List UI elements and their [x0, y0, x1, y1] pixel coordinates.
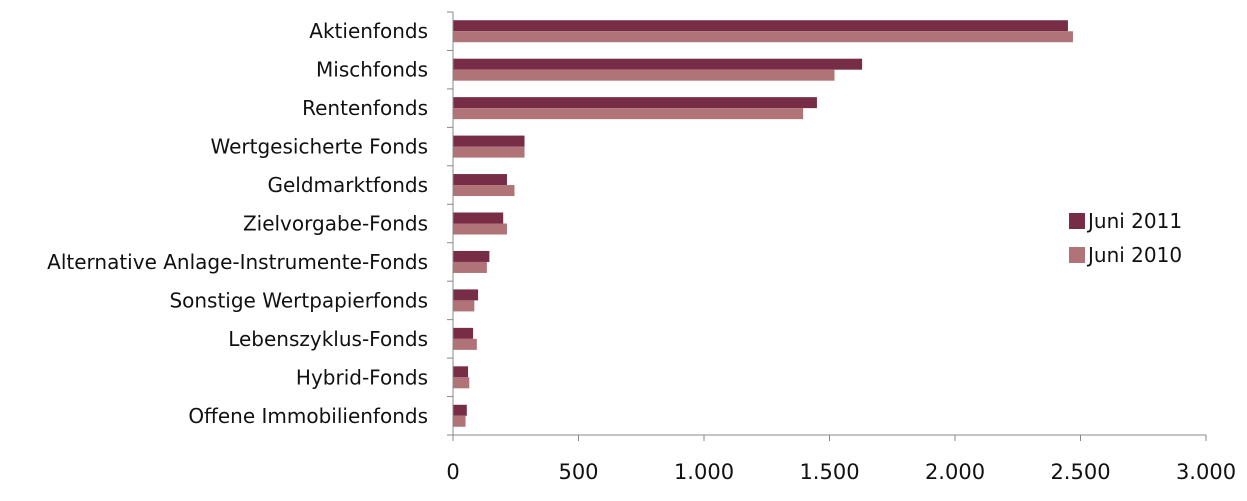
- legend-swatch: [1069, 213, 1085, 229]
- bar-series-1-geldmarktfonds: [453, 174, 507, 186]
- bar-series-1-mischfonds: [453, 58, 863, 70]
- bar-series-1-zielvorgabe-fonds: [453, 212, 504, 224]
- bar-series-2-offene-immobilienfonds: [453, 415, 466, 427]
- bar-series-1-lebenszyklus-fonds: [453, 327, 474, 339]
- bar-series-1-hybrid-fonds: [453, 366, 469, 378]
- bar-series-1-alternative-anlage-instrumente-fonds: [453, 250, 490, 262]
- bar-series-1-offene-immobilienfonds: [453, 404, 467, 416]
- x-tick-label: 2.000: [925, 460, 985, 484]
- x-tick-label: 500: [558, 460, 598, 484]
- bar-series-2-alternative-anlage-instrumente-fonds: [453, 261, 487, 273]
- x-tick-label: 3.000: [1176, 460, 1236, 484]
- x-tick-label: 1.500: [799, 460, 859, 484]
- legend: Juni 2011 Juni 2010: [1069, 209, 1182, 267]
- category-label: Aktienfonds: [309, 19, 428, 43]
- category-label: Hybrid-Fonds: [296, 365, 428, 389]
- bars-layer: [453, 20, 1073, 427]
- bar-series-2-rentenfonds: [453, 108, 804, 120]
- category-label: Wertgesicherte Fonds: [211, 135, 428, 159]
- category-label: Mischfonds: [316, 58, 428, 82]
- category-label: Alternative Anlage-Instrumente-Fonds: [47, 250, 428, 274]
- bar-series-1-sonstige-wertpapierfonds: [453, 289, 479, 301]
- category-label: Lebenszyklus-Fonds: [228, 327, 428, 351]
- category-label: Offene Immobilienfonds: [188, 404, 428, 428]
- bar-series-2-geldmarktfonds: [453, 185, 515, 197]
- category-label: Geldmarktfonds: [267, 173, 428, 197]
- legend-label: Juni 2011: [1086, 209, 1182, 233]
- bar-series-1-rentenfonds: [453, 97, 817, 109]
- x-tick-label: 0: [446, 460, 459, 484]
- axes-layer: [447, 11, 1207, 441]
- bar-series-2-wertgesicherte-fonds: [453, 146, 525, 158]
- category-label: Zielvorgabe-Fonds: [243, 212, 428, 236]
- bar-series-2-zielvorgabe-fonds: [453, 223, 507, 235]
- legend-swatch: [1069, 247, 1085, 263]
- bar-series-1-aktienfonds: [453, 20, 1068, 32]
- legend-label: Juni 2010: [1086, 243, 1182, 267]
- bar-series-1-wertgesicherte-fonds: [453, 135, 525, 147]
- x-tick-label: 1.000: [674, 460, 734, 484]
- bar-series-2-lebenszyklus-fonds: [453, 338, 477, 350]
- category-label: Sonstige Wertpapierfonds: [169, 288, 428, 312]
- category-label: Rentenfonds: [302, 96, 428, 120]
- bar-series-2-aktienfonds: [453, 31, 1073, 43]
- bar-series-2-mischfonds: [453, 69, 835, 81]
- category-labels-layer: Aktienfonds Mischfonds Rentenfonds Wertgesi…: [47, 19, 428, 428]
- bar-series-2-hybrid-fonds: [453, 377, 470, 389]
- x-tick-labels-layer: 0 500 1.000 1.500 2.000 2.500 3.000: [446, 460, 1236, 484]
- bar-series-2-sonstige-wertpapierfonds: [453, 300, 475, 312]
- x-tick-label: 2.500: [1050, 460, 1110, 484]
